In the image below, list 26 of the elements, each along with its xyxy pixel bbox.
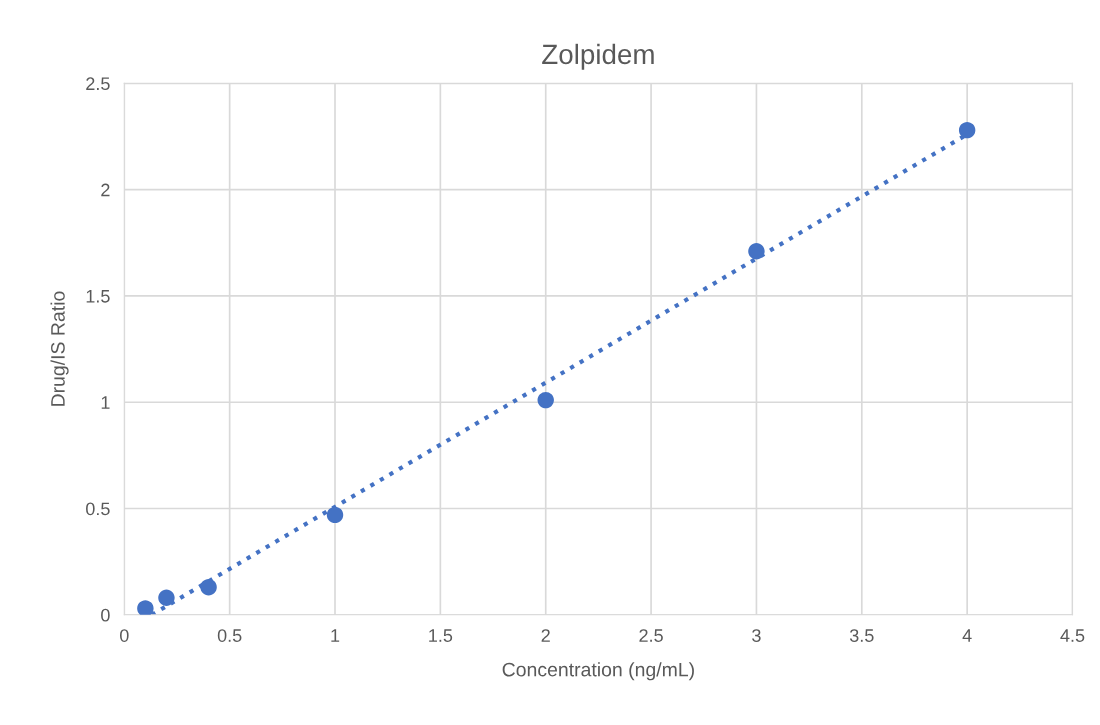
x-axis-title: Concentration (ng/mL) xyxy=(502,662,694,681)
point xyxy=(748,243,765,260)
y-axis-title: Drug/IS Ratio xyxy=(50,291,69,406)
y-tick-label: 2.5 xyxy=(86,77,110,91)
chart-title: Zolpidem xyxy=(542,43,654,70)
point xyxy=(137,600,154,615)
x-tick-label: 0.5 xyxy=(217,629,242,642)
x-tick-label: 1 xyxy=(331,629,340,642)
x-tick-label: 3 xyxy=(752,629,761,642)
y-tick-label: 1 xyxy=(101,396,110,409)
y-tick-label: 1.5 xyxy=(86,290,110,303)
point xyxy=(958,121,976,139)
point xyxy=(326,506,344,524)
x-tick-label: 1.5 xyxy=(429,629,453,642)
x-tick-label: 4.5 xyxy=(1060,629,1085,642)
x-tick-label: 4 xyxy=(962,629,972,642)
y-tick-label: 2 xyxy=(101,183,110,197)
point xyxy=(158,589,175,607)
y-tick-label: 0.5 xyxy=(86,502,110,516)
point xyxy=(200,578,217,596)
x-tick-label: 2.5 xyxy=(639,629,663,642)
y-tick-label: 0 xyxy=(101,608,110,622)
x-tick-label: 3.5 xyxy=(849,629,874,642)
x-tick-label: 0 xyxy=(119,629,129,642)
x-tick-label: 2 xyxy=(541,629,550,642)
point xyxy=(537,391,554,409)
